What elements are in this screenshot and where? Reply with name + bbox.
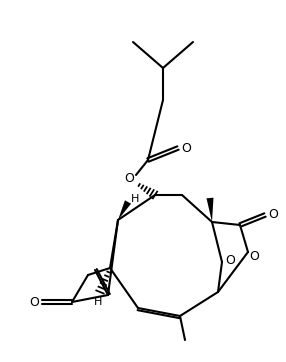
Polygon shape xyxy=(206,198,213,222)
Text: H: H xyxy=(131,194,139,204)
Text: O: O xyxy=(29,295,39,308)
Text: O: O xyxy=(268,209,278,222)
Text: O: O xyxy=(124,172,134,185)
Polygon shape xyxy=(118,200,131,220)
Text: O: O xyxy=(225,253,235,266)
Text: O: O xyxy=(181,142,191,155)
Text: H: H xyxy=(94,297,102,307)
Text: O: O xyxy=(249,249,259,262)
